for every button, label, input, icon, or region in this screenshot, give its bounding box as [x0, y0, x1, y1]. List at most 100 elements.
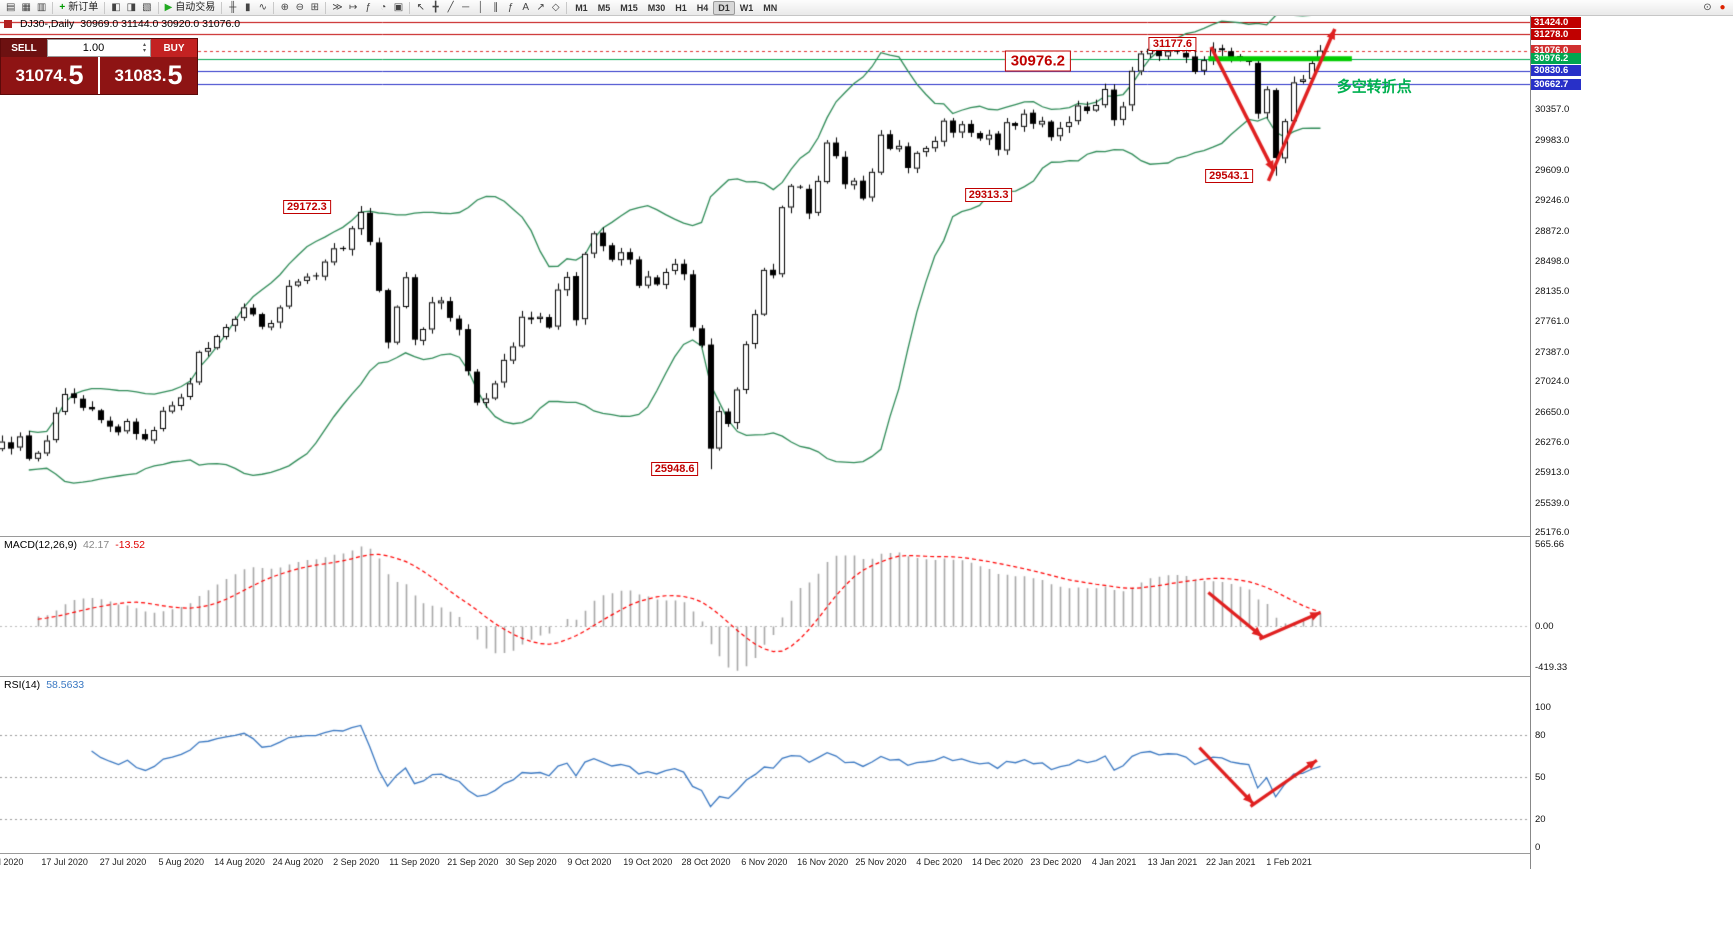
- bar-chart-icon[interactable]: ╫: [225, 1, 240, 15]
- timeframe-d1[interactable]: D1: [713, 0, 735, 15]
- date-label: Jul 2020: [0, 857, 24, 867]
- timeframe-h4[interactable]: H4: [692, 1, 714, 15]
- timeframe-m30[interactable]: M30: [643, 1, 671, 15]
- alert-badge-icon[interactable]: ●: [1715, 1, 1730, 15]
- sell-price[interactable]: 31074. 5: [1, 57, 98, 94]
- play-icon: ▶: [164, 1, 173, 13]
- price-annotation[interactable]: 29172.3: [282, 200, 331, 215]
- toolbar-separator: [104, 1, 106, 14]
- timeframe-h1[interactable]: H1: [670, 1, 692, 15]
- date-label: 13 Jan 2021: [1147, 857, 1198, 867]
- one-click-trading-panel: SELL ▴ ▾ BUY 31074.5 31083.5: [0, 38, 198, 95]
- cursor-icon[interactable]: ↖: [413, 1, 428, 15]
- plus-icon: +: [59, 1, 66, 13]
- price-annotation[interactable]: 25948.6: [650, 461, 699, 476]
- rsi-label: RSI(14) 58.5633: [4, 679, 84, 691]
- timeframe-m1[interactable]: M1: [570, 1, 593, 15]
- date-label: 6 Nov 2020: [741, 857, 788, 867]
- toolbar-separator: [52, 1, 54, 14]
- channel-icon[interactable]: ∥: [488, 1, 503, 15]
- macd-signal-value: -13.52: [115, 539, 146, 551]
- horizontal-line-icon[interactable]: ─: [458, 1, 473, 15]
- text-icon[interactable]: A: [518, 1, 533, 15]
- search-icon[interactable]: ⊙: [1700, 1, 1715, 15]
- zoom-out-icon[interactable]: ⊖: [292, 1, 307, 15]
- navigator-icon[interactable]: ▧: [139, 1, 154, 15]
- macd-panel-canvas[interactable]: [0, 537, 1530, 676]
- date-label: 1 Feb 2021: [1266, 857, 1312, 867]
- price-level-badge: 30830.6: [1531, 65, 1581, 77]
- date-label: 25 Nov 2020: [855, 857, 907, 867]
- price-level-badge: 30976.2: [1531, 53, 1581, 65]
- spinner-up-icon[interactable]: ▴: [142, 42, 146, 48]
- buy-button[interactable]: BUY: [151, 39, 197, 57]
- price-axis[interactable]: 30357.0 29983.0 29609.0 29246.0 28872.0 28498…: [1530, 16, 1581, 869]
- autotrading-button[interactable]: ▶ 自动交易: [162, 1, 219, 15]
- price-annotation[interactable]: 29543.1: [1205, 168, 1253, 183]
- data-window-icon[interactable]: ◨: [124, 1, 139, 15]
- chart-profiles-icon[interactable]: ▦: [18, 1, 33, 15]
- macd-main-value: 42.17: [82, 539, 110, 551]
- fibonacci-icon[interactable]: ƒ: [503, 1, 518, 15]
- vertical-line-icon[interactable]: │: [473, 1, 488, 15]
- rsi-panel-canvas[interactable]: [0, 677, 1530, 853]
- chart-list-icon[interactable]: ▥: [34, 1, 49, 15]
- new-chart-icon[interactable]: ▤: [3, 1, 18, 15]
- price-annotation[interactable]: 29313.3: [964, 187, 1013, 202]
- macd-name: MACD(12,26,9): [4, 539, 77, 551]
- rsi-axis-label: 50: [1535, 772, 1546, 783]
- candlestick-chart-icon[interactable]: ▮: [240, 1, 255, 15]
- price-tick-label: 26276.0: [1535, 437, 1570, 449]
- line-chart-icon[interactable]: ∿: [255, 1, 270, 15]
- price-tick-label: 27761.0: [1535, 316, 1570, 328]
- macd-axis-label: 565.66: [1535, 539, 1565, 550]
- chart-shift-icon[interactable]: ↦: [346, 1, 361, 15]
- arrows-tool-icon[interactable]: ↗: [533, 1, 548, 15]
- date-label: 21 Sep 2020: [447, 857, 499, 867]
- shapes-icon[interactable]: ◇: [548, 1, 563, 15]
- panel-separator[interactable]: [0, 536, 1580, 537]
- symbol-period-label: DJ30-,Daily: [20, 18, 75, 30]
- chart-icon: [4, 20, 12, 28]
- price-tick-label: 29609.0: [1535, 165, 1570, 177]
- timeframe-m5[interactable]: M5: [593, 1, 616, 15]
- price-annotation[interactable]: 31177.6: [1148, 36, 1197, 51]
- volume-input[interactable]: [48, 41, 139, 55]
- tile-windows-icon[interactable]: ⊞: [307, 1, 322, 15]
- axis-separator: [0, 853, 1580, 854]
- zoom-in-icon[interactable]: ⊕: [277, 1, 292, 15]
- rsi-axis-label: 100: [1535, 702, 1551, 713]
- templates-icon[interactable]: ▣: [391, 1, 406, 15]
- new-order-button[interactable]: + 新订单: [56, 1, 101, 15]
- panel-separator[interactable]: [0, 676, 1580, 677]
- trendline-icon[interactable]: ╱: [443, 1, 458, 15]
- rsi-axis-label: 0: [1535, 842, 1541, 853]
- crosshair-icon[interactable]: ╋: [428, 1, 443, 15]
- indicators-icon[interactable]: ƒ: [361, 1, 376, 15]
- price-tick-label: 29246.0: [1535, 195, 1570, 206]
- price-tick-label: 29983.0: [1535, 134, 1570, 146]
- market-watch-icon[interactable]: ◧: [108, 1, 123, 15]
- date-label: 27 Jul 2020: [99, 857, 147, 867]
- price-tick-label: 25176.0: [1535, 527, 1570, 539]
- macd-label: MACD(12,26,9) 42.17 -13.52: [4, 539, 145, 551]
- timeframe-w1[interactable]: W1: [735, 1, 759, 15]
- price-tick-label: 25539.0: [1535, 497, 1570, 509]
- date-label: 5 Aug 2020: [158, 857, 205, 867]
- chart-window: 29172.3 25948.6 29313.3 30976.2 31177.6 29543…: [0, 16, 1581, 869]
- price-annotation[interactable]: 30976.2: [1004, 50, 1072, 72]
- timeframe-m15[interactable]: M15: [615, 1, 643, 15]
- main-chart-canvas[interactable]: [0, 16, 1530, 536]
- sell-button[interactable]: SELL: [1, 39, 47, 57]
- date-label: 16 Nov 2020: [797, 857, 849, 867]
- auto-scroll-icon[interactable]: ≫: [329, 1, 345, 15]
- timeframe-mn[interactable]: MN: [758, 1, 782, 15]
- date-label: 23 Dec 2020: [1030, 857, 1082, 867]
- spinner-down-icon[interactable]: ▾: [142, 48, 146, 54]
- macd-axis-label: -419.33: [1535, 662, 1568, 673]
- date-axis[interactable]: Jul 2020 17 Jul 2020 27 Jul 2020 5 Aug 2020…: [0, 854, 1580, 869]
- periods-icon[interactable]: ◔: [376, 1, 391, 15]
- rsi-value: 58.5633: [46, 679, 85, 691]
- volume-spinner[interactable]: ▴ ▾: [139, 42, 150, 54]
- buy-price[interactable]: 31083. 5: [100, 57, 197, 94]
